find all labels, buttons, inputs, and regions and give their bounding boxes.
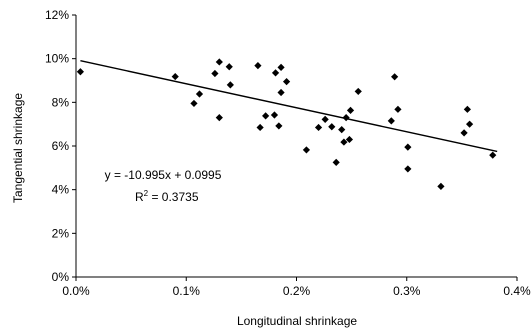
r-squared-label: R2 = 0.3735 bbox=[135, 189, 199, 204]
data-point bbox=[387, 117, 395, 125]
x-ticks: 0.0% 0.1% 0.2% 0.3% 0.4% bbox=[62, 277, 531, 298]
data-point bbox=[404, 143, 412, 151]
data-point bbox=[254, 62, 262, 70]
data-point bbox=[354, 87, 362, 96]
data-point bbox=[463, 105, 471, 113]
data-point bbox=[437, 182, 445, 190]
x-tick-label: 0.0% bbox=[62, 284, 90, 298]
data-point bbox=[271, 69, 280, 77]
data-point bbox=[277, 88, 285, 97]
data-point bbox=[391, 73, 399, 81]
data-point bbox=[275, 122, 283, 130]
data-point bbox=[394, 105, 402, 113]
data-point bbox=[211, 69, 219, 78]
y-tick-label: 0% bbox=[52, 270, 70, 284]
data-point bbox=[465, 120, 474, 128]
data-point bbox=[226, 81, 234, 89]
data-point bbox=[225, 63, 233, 71]
data-point bbox=[190, 99, 198, 108]
data-point bbox=[262, 112, 270, 120]
data-point bbox=[346, 106, 355, 115]
data-point bbox=[171, 72, 179, 81]
r-squared-superscript: 2 bbox=[144, 189, 149, 198]
r-squared-prefix: R bbox=[135, 190, 144, 204]
data-point bbox=[277, 63, 285, 71]
data-point bbox=[76, 68, 85, 76]
data-point bbox=[302, 146, 311, 154]
y-axis-title: Tangential shrinkage bbox=[11, 93, 25, 203]
data-points bbox=[76, 58, 497, 190]
x-tick-label: 0.1% bbox=[173, 284, 201, 298]
y-tick-label: 8% bbox=[52, 95, 70, 109]
x-tick-label: 0.2% bbox=[283, 284, 311, 298]
data-point bbox=[215, 114, 223, 122]
data-point bbox=[342, 114, 350, 122]
trendline-equation: y = -10.995x + 0.0995 bbox=[105, 168, 222, 182]
y-tick-label: 2% bbox=[52, 226, 70, 240]
y-tick-label: 6% bbox=[52, 139, 70, 153]
r-squared-value: = 0.3735 bbox=[148, 190, 199, 204]
data-point bbox=[345, 135, 354, 144]
axes bbox=[75, 15, 517, 278]
data-point bbox=[328, 123, 336, 131]
data-point bbox=[340, 138, 348, 146]
data-point bbox=[195, 90, 204, 98]
data-point bbox=[282, 77, 291, 86]
y-tick-label: 4% bbox=[52, 183, 70, 197]
y-tick-label: 10% bbox=[45, 52, 69, 66]
data-point bbox=[489, 151, 497, 159]
data-point bbox=[314, 123, 323, 132]
data-point bbox=[404, 165, 412, 173]
trendline bbox=[80, 60, 498, 153]
x-axis-title: Longitudinal shrinkage bbox=[237, 314, 357, 328]
data-point bbox=[460, 129, 468, 137]
x-tick-label: 0.3% bbox=[393, 284, 421, 298]
x-tick-label: 0.4% bbox=[503, 284, 531, 298]
data-point bbox=[256, 123, 264, 132]
y-tick-label: 12% bbox=[45, 8, 69, 22]
data-point bbox=[215, 58, 223, 66]
data-point bbox=[270, 111, 279, 119]
data-point bbox=[321, 115, 329, 123]
data-point bbox=[332, 158, 340, 166]
y-ticks: 0% 2% 4% 6% 8% 10% 12% bbox=[45, 8, 76, 284]
data-point bbox=[338, 126, 346, 134]
